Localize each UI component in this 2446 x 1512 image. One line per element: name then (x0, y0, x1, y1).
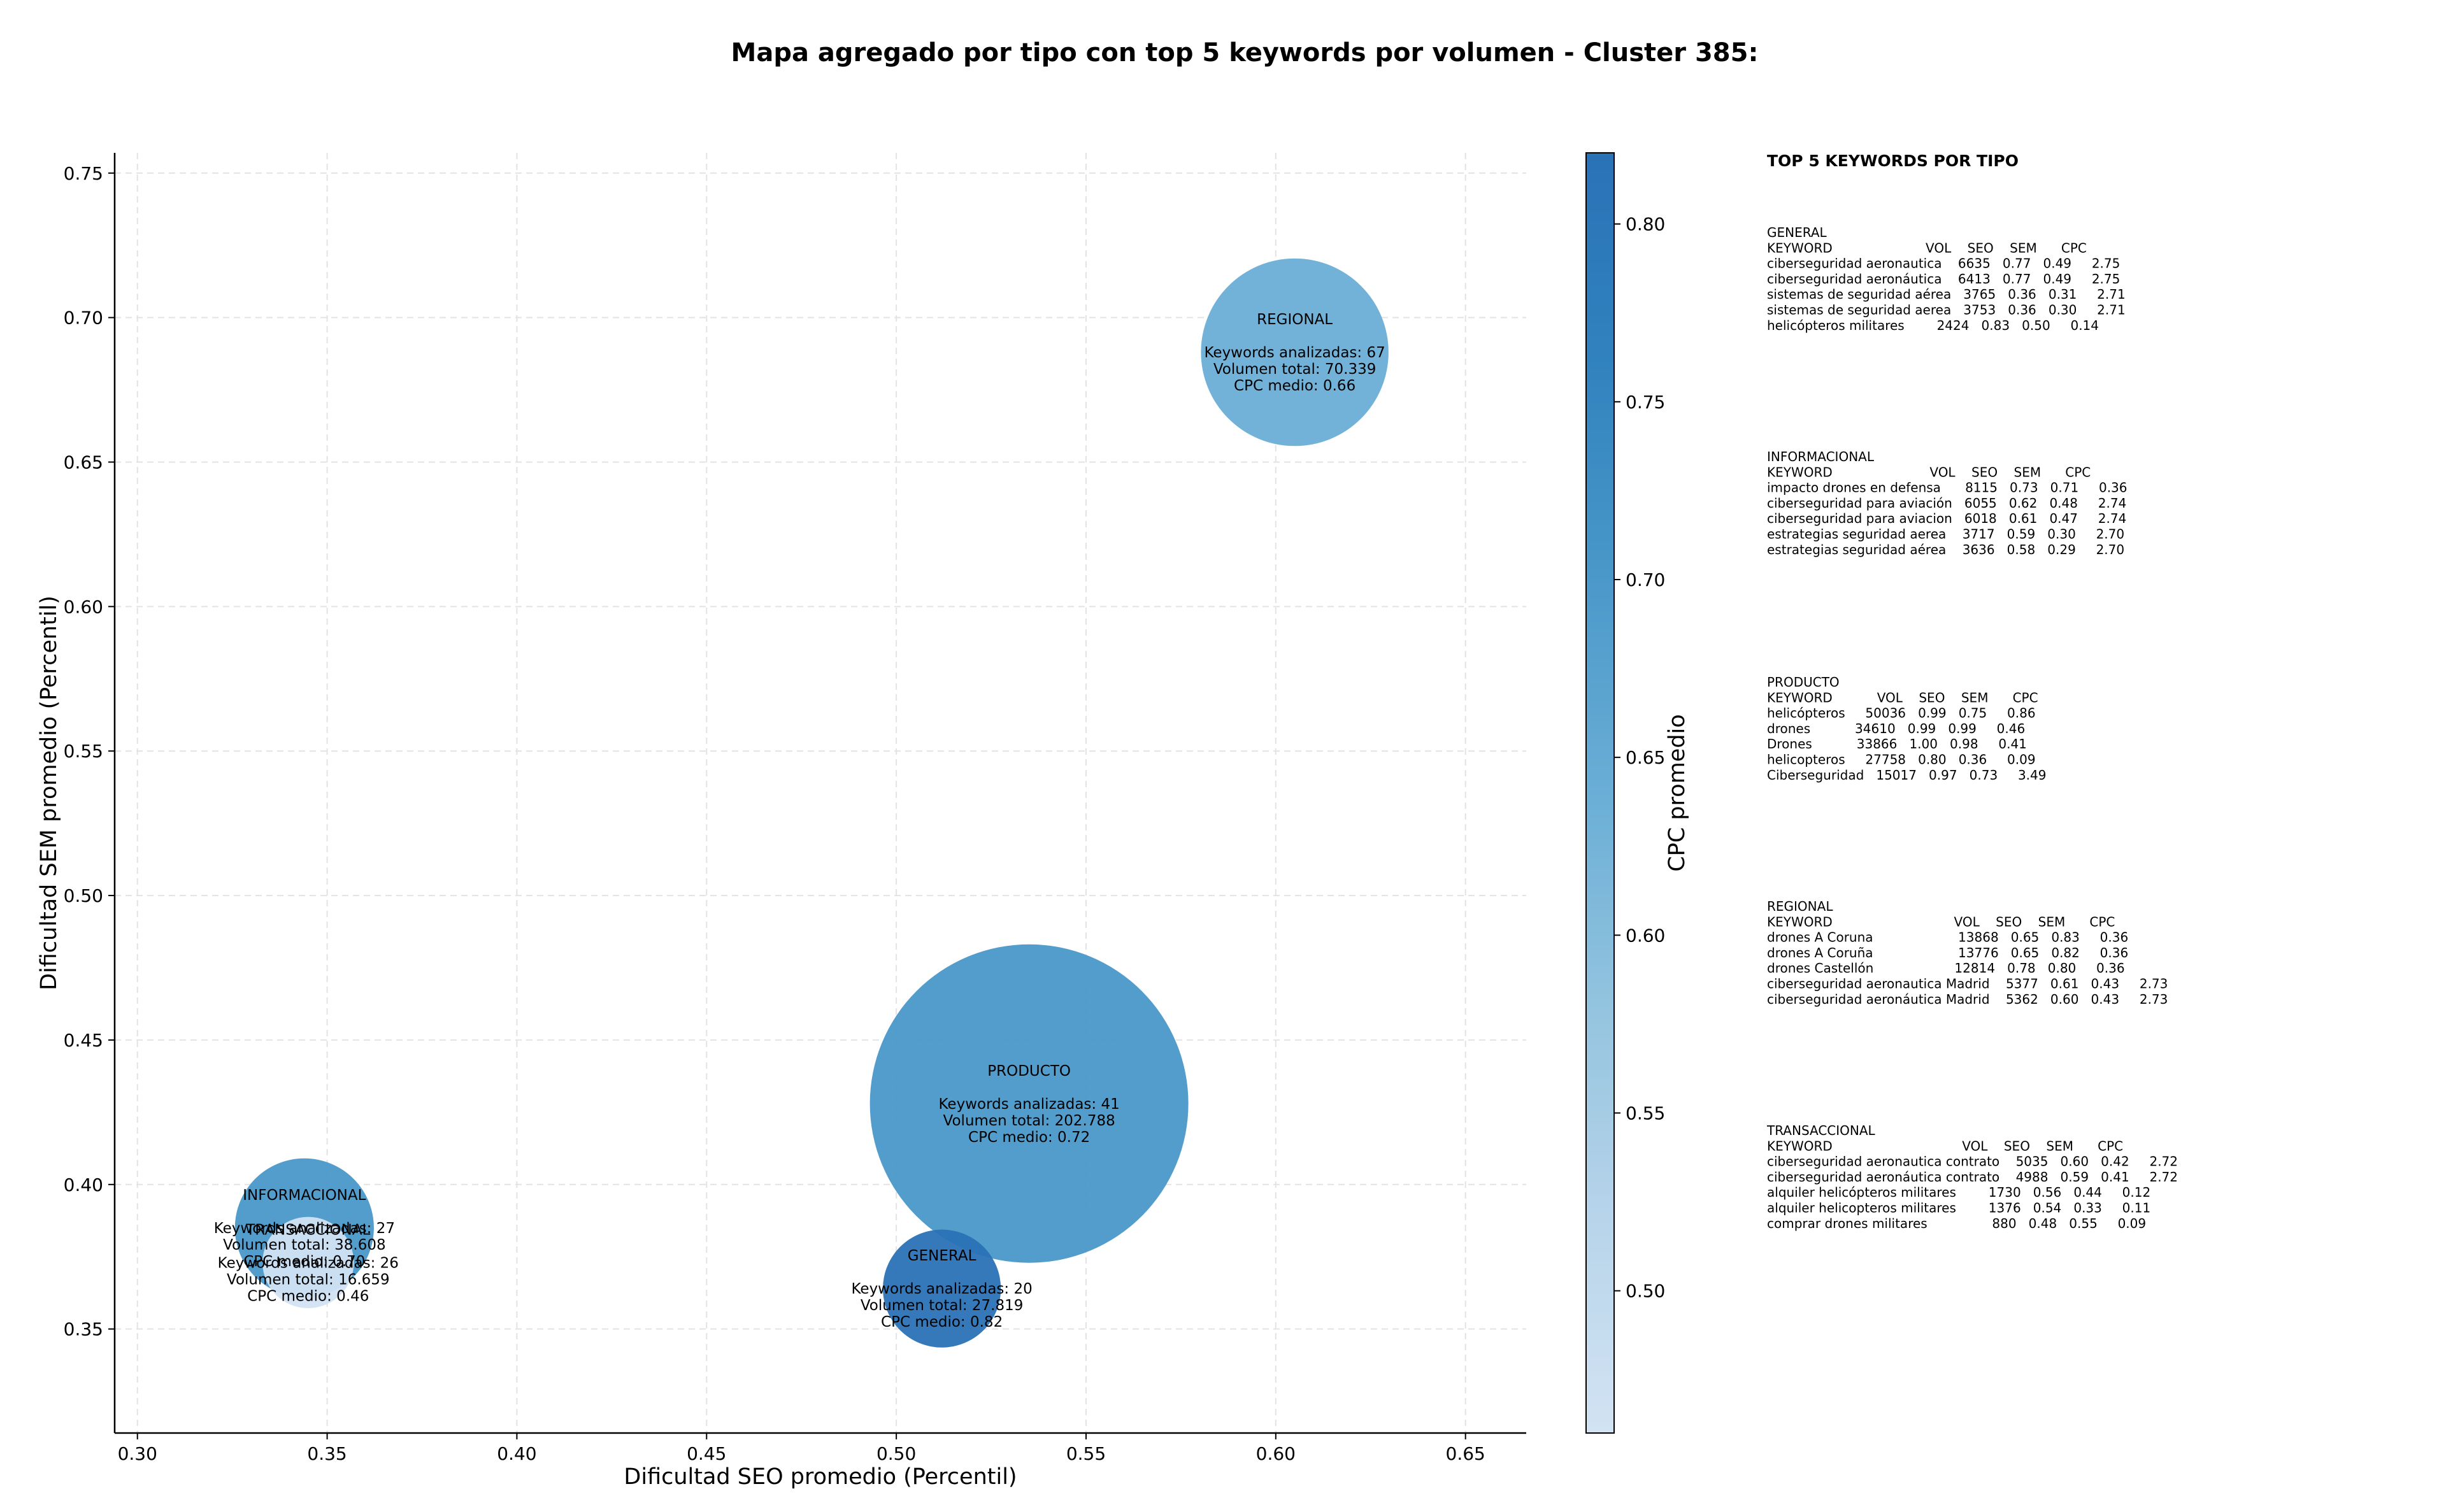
keyword-table-4-line-3: ciberseguridad aeronáutica contrato 4988… (1767, 1169, 2178, 1185)
y-tick-label-6: 0.65 (64, 452, 103, 473)
keyword-table-0-line-3: ciberseguridad aeronáutica 6413 0.77 0.4… (1767, 271, 2120, 287)
y-tick-label-7: 0.70 (64, 308, 103, 329)
keyword-table-4-line-5: alquiler helicopteros militares 1376 0.5… (1767, 1201, 2150, 1216)
bubble-label-transaccional-0: TRANSACCIONAL (245, 1222, 370, 1238)
keyword-table-2-line-2: helicópteros 50036 0.99 0.75 0.86 (1767, 706, 2036, 721)
bubble-label-transaccional-4: CPC medio: 0.46 (247, 1288, 369, 1304)
colorbar-tick-label-4: 0.70 (1626, 569, 1665, 590)
colorbar-tick-label-1: 0.55 (1626, 1103, 1665, 1124)
colorbar (1585, 152, 1615, 1434)
keyword-table-2-line-6: Ciberseguridad 15017 0.97 0.73 3.49 (1767, 767, 2047, 783)
bubble-label-general-3: Volumen total: 27.819 (861, 1297, 1024, 1314)
keyword-table-1-line-1: KEYWORD VOL SEO SEM CPC (1767, 464, 2091, 480)
bubble-label-informacional-3: Volumen total: 38.608 (223, 1237, 386, 1253)
x-tick-label-4: 0.50 (876, 1443, 916, 1464)
keyword-table-3-line-4: drones Castellón 12814 0.78 0.80 0.36 (1767, 960, 2125, 976)
side-panel-title: TOP 5 KEYWORDS POR TIPO (1767, 152, 2019, 170)
bubble-label-general-0: GENERAL (908, 1248, 976, 1264)
bubble-regional (1201, 258, 1389, 446)
bubble-label-informacional-2: Keywords analizadas: 27 (214, 1220, 395, 1237)
colorbar-label: CPC promedio (1664, 714, 1690, 871)
y-axis-label: Dificultad SEM promedio (Percentil) (36, 596, 62, 990)
y-tick-label-5: 0.60 (64, 596, 103, 617)
x-tick-label-2: 0.40 (497, 1443, 536, 1464)
keyword-table-0-line-2: ciberseguridad aeronautica 6635 0.77 0.4… (1767, 256, 2120, 271)
x-tick-label-7: 0.65 (1446, 1443, 1485, 1464)
keyword-table-0-line-4: sistemas de seguridad aérea 3765 0.36 0.… (1767, 287, 2126, 302)
bubble-transaccional (262, 1216, 354, 1308)
colorbar-tick-label-3: 0.65 (1626, 747, 1665, 768)
colorbar-tick-label-6: 0.80 (1626, 214, 1665, 235)
colorbar-tick-label-2: 0.60 (1626, 925, 1665, 946)
bubble-label-producto-3: Volumen total: 202.788 (943, 1113, 1115, 1129)
keyword-table-1-line-3: ciberseguridad para aviación 6055 0.62 0… (1767, 496, 2126, 511)
keyword-table-4-line-1: KEYWORD VOL SEO SEM CPC (1767, 1138, 2123, 1153)
y-tick-label-3: 0.50 (64, 885, 103, 906)
keyword-table-2-line-3: drones 34610 0.99 0.99 0.46 (1767, 721, 2025, 736)
keyword-table-3-line-6: ciberseguridad aeronáutica Madrid 5362 0… (1767, 992, 2168, 1007)
keyword-table-1-line-5: estrategias seguridad aerea 3717 0.59 0.… (1767, 527, 2124, 542)
keyword-table-1-line-2: impacto drones en defensa 8115 0.73 0.71… (1767, 480, 2128, 496)
bubble-producto (869, 944, 1189, 1263)
bubble-label-informacional-0: INFORMACIONAL (243, 1187, 366, 1204)
keyword-table-1-line-6: estrategias seguridad aérea 3636 0.58 0.… (1767, 542, 2124, 557)
bubble-label-producto-0: PRODUCTO (987, 1063, 1071, 1080)
keyword-table-4-line-2: ciberseguridad aeronautica contrato 5035… (1767, 1154, 2178, 1169)
keyword-table-0-line-5: sistemas de seguridad aerea 3753 0.36 0.… (1767, 303, 2126, 318)
x-tick-label-1: 0.35 (307, 1443, 347, 1464)
bubble-label-regional-0: REGIONAL (1257, 311, 1333, 328)
bubble-label-general-4: CPC medio: 0.82 (881, 1314, 1003, 1330)
y-tick-label-0: 0.35 (64, 1319, 103, 1340)
keyword-table-2-line-4: Drones 33866 1.00 0.98 0.41 (1767, 736, 2027, 752)
keyword-table-2-line-5: helicopteros 27758 0.80 0.36 0.09 (1767, 752, 2036, 767)
x-tick-label-6: 0.60 (1256, 1443, 1296, 1464)
colorbar-tick-label-5: 0.75 (1626, 392, 1665, 413)
keyword-table-1-line-0: INFORMACIONAL (1767, 449, 1875, 464)
x-axis-label: Dificultad SEO promedio (Percentil) (624, 1464, 1017, 1490)
bubble-label-informacional-4: CPC medio: 0.70 (243, 1253, 365, 1270)
bubble-general (883, 1229, 1001, 1348)
keyword-table-3-line-5: ciberseguridad aeronautica Madrid 5377 0… (1767, 976, 2168, 992)
y-tick-label-8: 0.75 (64, 163, 103, 184)
bubble-label-producto-4: CPC medio: 0.72 (968, 1129, 1090, 1146)
keyword-table-3-line-1: KEYWORD VOL SEO SEM CPC (1767, 914, 2115, 929)
colorbar-tick-label-0: 0.50 (1626, 1281, 1665, 1302)
x-tick-label-5: 0.55 (1066, 1443, 1106, 1464)
keyword-table-3-line-0: REGIONAL (1767, 899, 1833, 914)
chart-title: Mapa agregado por tipo con top 5 keyword… (731, 38, 1759, 68)
keyword-table-0-line-0: GENERAL (1767, 225, 1827, 240)
bubble-label-regional-3: Volumen total: 70.339 (1213, 361, 1377, 378)
y-tick-label-4: 0.55 (64, 741, 103, 762)
bubble-label-producto-2: Keywords analizadas: 41 (939, 1096, 1120, 1113)
y-tick-label-2: 0.45 (64, 1030, 103, 1051)
bubble-label-transaccional-3: Volumen total: 16.659 (227, 1271, 390, 1288)
keyword-table-1-line-4: ciberseguridad para aviacion 6018 0.61 0… (1767, 511, 2126, 526)
bubble-label-regional-2: Keywords analizadas: 67 (1204, 345, 1385, 361)
keyword-table-2-line-0: PRODUCTO (1767, 674, 1840, 690)
x-tick-label-0: 0.30 (118, 1443, 157, 1464)
keyword-table-4-line-6: comprar drones militares 880 0.48 0.55 0… (1767, 1216, 2146, 1231)
y-tick-label-1: 0.40 (64, 1174, 103, 1195)
bubble-label-transaccional-2: Keywords analizadas: 26 (218, 1255, 399, 1271)
keyword-table-2-line-1: KEYWORD VOL SEO SEM CPC (1767, 690, 2038, 705)
keyword-table-3-line-3: drones A Coruña 13776 0.65 0.82 0.36 (1767, 945, 2128, 960)
keyword-table-4-line-4: alquiler helicópteros militares 1730 0.5… (1767, 1185, 2150, 1200)
bubble-label-regional-4: CPC medio: 0.66 (1234, 378, 1355, 394)
keyword-table-3-line-2: drones A Coruna 13868 0.65 0.83 0.36 (1767, 930, 2128, 945)
keyword-table-0-line-1: KEYWORD VOL SEO SEM CPC (1767, 240, 2087, 255)
x-tick-label-3: 0.45 (687, 1443, 726, 1464)
keyword-table-4-line-0: TRANSACCIONAL (1766, 1123, 1876, 1138)
bubble-label-general-2: Keywords analizadas: 20 (851, 1281, 1032, 1297)
keyword-table-0-line-6: helicópteros militares 2424 0.83 0.50 0.… (1767, 318, 2099, 333)
